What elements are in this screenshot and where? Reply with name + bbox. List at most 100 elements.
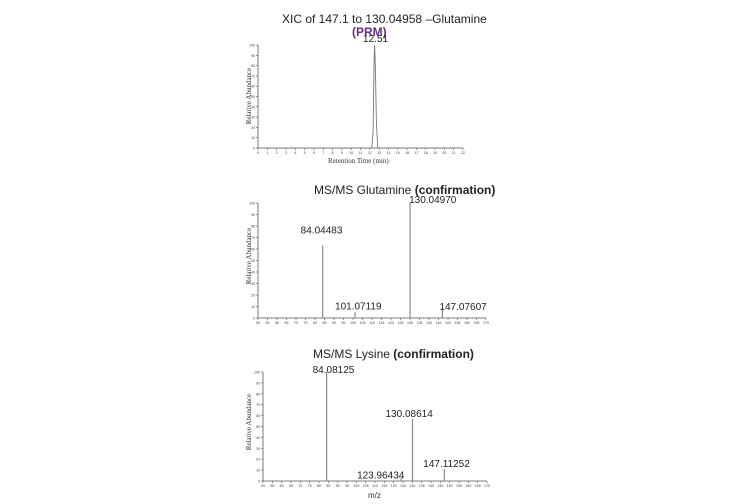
chart2-x-tick-label: 150 — [445, 321, 451, 325]
chart1-x-tick-label: 6 — [313, 151, 315, 155]
chart3-x-tick-label: 85 — [326, 484, 330, 488]
chart3-y-tick-label: 50 — [256, 425, 260, 429]
chart3-y-tick-label: 90 — [256, 381, 260, 385]
chart1-x-tick-label: 18 — [424, 151, 428, 155]
chart1-y-tick-label: 0 — [253, 147, 255, 151]
chart2-peak-label: 147.07607 — [439, 302, 487, 313]
chart2-y-tick-label: 50 — [251, 259, 255, 263]
chart2-title: MS/MS Glutamine (confirmation) — [314, 183, 495, 197]
chart1-x-tick-label: 19 — [433, 151, 437, 155]
chart1-title: XIC of 147.1 to 130.04958 –Glutamine — [282, 12, 487, 26]
chart1-x-tick-label: 4 — [294, 151, 296, 155]
chart2-title-bold: (confirmation) — [414, 183, 496, 197]
chart2-x-tick-label: 65 — [285, 321, 289, 325]
chart2-y-tick-label: 60 — [251, 248, 255, 252]
chart1-x-tick-label: 5 — [304, 151, 306, 155]
chart2-peak-label: 101.07119 — [335, 301, 382, 312]
chart1-y-tick-label: 30 — [251, 116, 255, 120]
chart2-x-tick-label: 135 — [417, 321, 423, 325]
chart1-x-axis-label: Retention Time (min) — [328, 157, 389, 165]
chart2-peak-label: 130.04970 — [409, 195, 457, 206]
chart2-y-tick-label: 80 — [251, 225, 255, 229]
chart1-y-tick-label: 40 — [251, 105, 255, 109]
chart3-y-tick-label: 0 — [258, 480, 260, 484]
chart1-subtitle: (PRM) — [352, 25, 387, 39]
chart3-x-tick-label: 170 — [484, 484, 490, 488]
chart1-peak-label: 12.51 — [363, 34, 388, 45]
chart3-x-tick-label: 135 — [419, 484, 425, 488]
chart3-x-tick-label: 165 — [475, 484, 481, 488]
chart1-x-tick-label: 7 — [322, 151, 324, 155]
chart2-y-tick-label: 0 — [253, 317, 255, 321]
chart3-x-tick-label: 95 — [345, 484, 349, 488]
chart2-x-tick-label: 90 — [332, 321, 336, 325]
chart3-x-tick-label: 160 — [465, 484, 471, 488]
chart1-x-tick-label: 8 — [332, 151, 334, 155]
chart2-x-tick-label: 80 — [313, 321, 317, 325]
chart1-x-tick-label: 12 — [368, 151, 372, 155]
chart2-x-tick-label: 160 — [464, 321, 470, 325]
chart1-x-tick-label: 15 — [396, 151, 400, 155]
chart2-x-tick-label: 130 — [407, 321, 413, 325]
chart3-x-tick-label: 70 — [298, 484, 302, 488]
chart3-title-bold: (confirmation) — [393, 347, 474, 361]
chart1-x-tick-label: 13 — [377, 151, 381, 155]
chart2-x-tick-label: 95 — [342, 321, 346, 325]
chart2-x-tick-label: 70 — [294, 321, 298, 325]
chart2-x-tick-label: 110 — [369, 321, 375, 325]
chart1-y-tick-label: 90 — [251, 54, 255, 58]
chart3-y-tick-label: 10 — [256, 469, 260, 473]
chart2-x-tick-label: 105 — [360, 321, 366, 325]
chart1-x-tick-label: 10 — [349, 151, 353, 155]
chart1-x-tick-label: 3 — [285, 151, 287, 155]
chart2-x-tick-label: 60 — [275, 321, 279, 325]
chart3-y-tick-label: 100 — [254, 371, 260, 375]
chart1-x-tick-label: 21 — [452, 151, 456, 155]
chart2-x-tick-label: 145 — [436, 321, 442, 325]
chart3-peak-label: 130.08614 — [385, 409, 433, 420]
chart2-x-tick-label: 115 — [379, 321, 385, 325]
chart3-x-tick-label: 60 — [280, 484, 284, 488]
chart3-x-tick-label: 115 — [381, 484, 387, 488]
chart2-x-tick-label: 140 — [426, 321, 432, 325]
chart2-title-text: MS/MS Glutamine — [314, 183, 412, 197]
chart1-x-tick-label: 9 — [341, 151, 343, 155]
chart1-y-tick-label: 20 — [251, 126, 255, 130]
chart1-x-tick-label: 22 — [461, 151, 465, 155]
chart3-x-tick-label: 50 — [261, 484, 265, 488]
chart2-y-tick-label: 40 — [251, 271, 255, 275]
chart3-x-tick-label: 120 — [391, 484, 397, 488]
chart2-x-tick-label: 170 — [483, 321, 489, 325]
chart3-x-tick-label: 145 — [437, 484, 443, 488]
chart3-y-tick-label: 30 — [256, 447, 260, 451]
chart2-y-tick-label: 70 — [251, 236, 255, 240]
chart2-x-tick-label: 125 — [398, 321, 404, 325]
chart1-x-tick-label: 17 — [414, 151, 418, 155]
chart1-y-tick-label: 80 — [251, 64, 255, 68]
chart1-series-line — [258, 44, 463, 149]
chart1-x-tick-label: 20 — [442, 151, 446, 155]
chart3-x-tick-label: 150 — [447, 484, 453, 488]
chart3-x-tick-label: 110 — [372, 484, 378, 488]
chart2-y-tick-label: 100 — [249, 202, 255, 206]
chart3-x-axis-label: m/z — [368, 491, 381, 500]
chart2-y-tick-label: 90 — [251, 213, 255, 217]
chart2-y-tick-label: 10 — [251, 305, 255, 309]
chart1-x-tick-label: 16 — [405, 151, 409, 155]
chart1-x-tick-label: 2 — [276, 151, 278, 155]
chart3-x-tick-label: 140 — [428, 484, 434, 488]
chart3-y-tick-label: 20 — [256, 458, 260, 462]
chart2-peak-label: 84.04483 — [301, 226, 343, 237]
chart1-y-tick-label: 10 — [251, 136, 255, 140]
chart2-x-tick-label: 155 — [455, 321, 461, 325]
chart1-x-tick-label: 0 — [257, 151, 259, 155]
chart2-x-tick-label: 55 — [266, 321, 270, 325]
chart3-y-tick-label: 80 — [256, 392, 260, 396]
chart1-x-tick-label: 1 — [266, 151, 268, 155]
chart3-y-tick-label: 60 — [256, 414, 260, 418]
chart3-peak-label: 147.11252 — [423, 459, 470, 470]
chart3-title: MS/MS Lysine (confirmation) — [313, 347, 474, 361]
chart3-peak-label: 123.96434 — [357, 471, 405, 482]
chart3-x-tick-label: 130 — [409, 484, 415, 488]
